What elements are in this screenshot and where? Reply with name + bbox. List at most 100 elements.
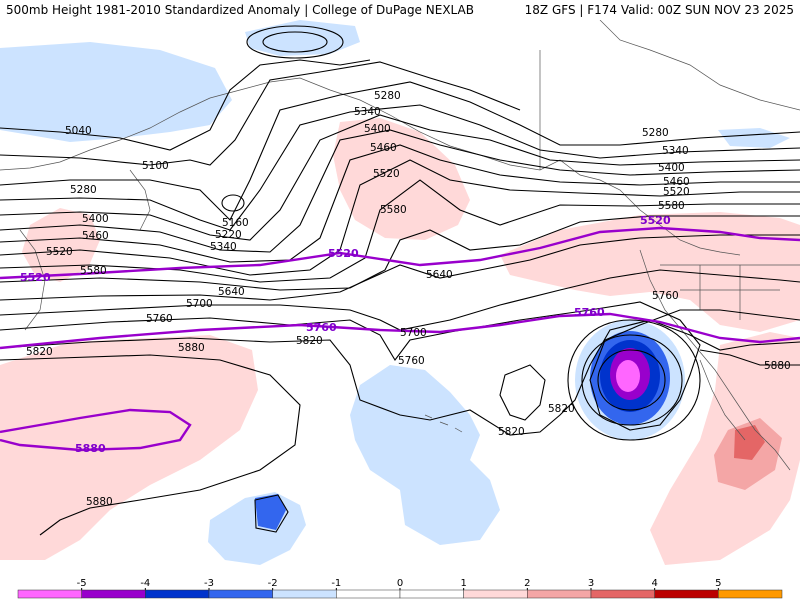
contour-5340 (0, 129, 800, 253)
contour-label: 5400 (658, 162, 685, 174)
color-bar-tick-label: 4 (651, 578, 657, 589)
contour-label: 5340 (210, 241, 237, 253)
contour-label: 5460 (82, 230, 109, 242)
contour-5580 (0, 215, 800, 291)
contour-label: 5340 (354, 106, 381, 118)
color-bar-tick-label: 0 (397, 578, 403, 589)
highlight-label: 5520 (328, 247, 359, 260)
highlight-label: 5880 (75, 442, 106, 455)
color-bar: -5 -4 -3 -2 -1 0 1 2 3 4 5 (17, 578, 783, 599)
contour-label: 5820 (26, 346, 53, 358)
contour-label: 5520 (373, 168, 400, 180)
color-bar-bin (399, 589, 464, 599)
contour-label: 5820 (296, 335, 323, 347)
color-bar-tick-label: 5 (715, 578, 721, 589)
color-bar-bin (527, 589, 592, 599)
contour-label: 5460 (663, 176, 690, 188)
neg-anomaly-canada (718, 128, 790, 148)
contour-label: 5400 (364, 123, 391, 135)
contour-label: 5160 (222, 217, 249, 229)
neg-anomaly-siberia (0, 42, 232, 142)
color-bar-bin (145, 589, 210, 599)
contour-5640 (0, 234, 800, 301)
product-title: 500mb Height 1981-2010 Standardized Anom… (6, 3, 474, 17)
color-bar-tick-label: -1 (331, 578, 341, 589)
map-header: 500mb Height 1981-2010 Standardized Anom… (0, 0, 800, 20)
color-bar-bin (463, 589, 528, 599)
contour-label: 5580 (380, 204, 407, 216)
pos-anomaly-alaska (333, 118, 470, 240)
contour-label: 5580 (80, 265, 107, 277)
color-bar-bins (17, 589, 783, 599)
color-bar-bin (272, 589, 337, 599)
contour-5760 (0, 301, 800, 431)
highlight-label: 5760 (574, 306, 605, 319)
highlight-contour-5760 (0, 312, 800, 350)
contour-label: 5460 (370, 142, 397, 154)
color-bar-tick-label: 3 (588, 578, 594, 589)
color-bar-bin (654, 589, 719, 599)
pos3-anomaly-mexico (734, 425, 765, 460)
contour-label: 5400 (82, 213, 109, 225)
color-bar-tick-label: -3 (204, 578, 214, 589)
contour-label: 5580 (658, 200, 685, 212)
contour-label: 5820 (498, 426, 525, 438)
contour-label: 5280 (70, 184, 97, 196)
color-bar-bin (81, 589, 146, 599)
contour-label: 5520 (46, 246, 73, 258)
contour-5400 (0, 144, 800, 263)
contour-5880-west (0, 354, 301, 536)
contour-label: 5760 (146, 313, 173, 325)
contour-label: 5880 (764, 360, 791, 372)
color-bar-tick-label: 2 (524, 578, 530, 589)
contour-label-group: 5040 5100 5160 5220 5280 5340 5400 5460 … (26, 90, 791, 508)
highlight-label: 5520 (640, 214, 671, 227)
color-bar-tick-label: 1 (460, 578, 466, 589)
color-bar-ticks: -5 -4 -3 -2 -1 0 1 2 3 4 5 (77, 578, 722, 590)
height-contours (0, 25, 800, 536)
contour-5820-main (0, 319, 800, 436)
contour-5820-island (499, 364, 546, 421)
highlight-label-group: 5520 5520 5520 5760 5760 5880 (20, 214, 671, 455)
contour-5280 (0, 114, 800, 241)
contour-label: 5820 (548, 403, 575, 415)
contour-label: 5880 (86, 496, 113, 508)
color-bar-tick-label: -4 (140, 578, 150, 589)
color-bar-bin (590, 589, 655, 599)
highlight-contours (0, 226, 800, 452)
anomaly-map: 5040 5100 5160 5220 5280 5340 5400 5460 … (0, 20, 800, 575)
contour-low-ring3 (597, 349, 666, 411)
contour-label: 5640 (218, 286, 245, 298)
color-bar-bin (718, 589, 783, 599)
contour-low-small (221, 194, 245, 212)
contour-south-small (254, 494, 289, 533)
contour-label: 5340 (662, 145, 689, 157)
contour-label: 5760 (398, 355, 425, 367)
color-bar-bin (17, 589, 82, 599)
highlight-contour-5520 (0, 226, 800, 280)
color-bar-bin (208, 589, 273, 599)
contour-label: 5280 (374, 90, 401, 102)
contour-label: 5040 (65, 125, 92, 137)
highlight-label: 5520 (20, 271, 51, 284)
contour-label: 5640 (426, 269, 453, 281)
contour-label: 5760 (652, 290, 679, 302)
contour-5040 (0, 59, 371, 151)
contour-5700 (0, 269, 800, 331)
highlight-label: 5760 (306, 321, 337, 334)
neg5-anomaly-low (616, 360, 640, 392)
contour-label: 5280 (642, 127, 669, 139)
model-run-info: 18Z GFS | F174 Valid: 00Z SUN NOV 23 202… (524, 3, 794, 17)
color-bar-tick-label: -5 (77, 578, 87, 589)
color-bar-tick-label: -2 (268, 578, 278, 589)
color-bar-bin (336, 589, 401, 599)
neg2-anomaly-south (255, 494, 286, 530)
contour-5220 (0, 104, 800, 231)
contour-5880-east (699, 349, 800, 366)
contour-low-ring1 (567, 319, 701, 441)
contour-5520 (0, 179, 800, 283)
contour-label: 5700 (186, 298, 213, 310)
contour-low-ring2 (581, 334, 683, 426)
contour-label: 5880 (178, 342, 205, 354)
